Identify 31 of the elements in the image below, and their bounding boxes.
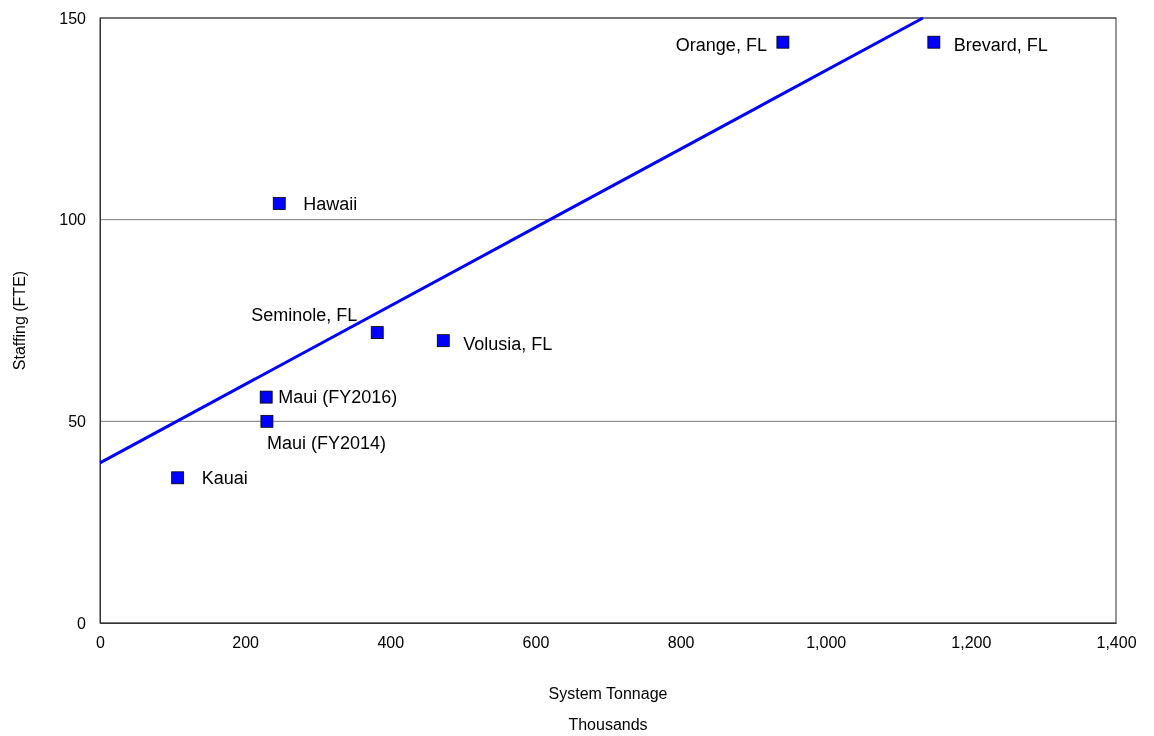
x-tick-label: 200: [232, 634, 260, 652]
y-tick-label: 0: [77, 614, 87, 632]
point: [259, 390, 273, 404]
point: [171, 471, 185, 485]
x-tick-label: 1,200: [951, 634, 992, 652]
annotation: Volusia, FL: [463, 333, 553, 354]
annotation: Maui (FY2016): [278, 387, 398, 408]
x-tick-label: 0: [96, 634, 106, 652]
point: [776, 35, 790, 49]
x-tick-label: 1,400: [1096, 634, 1137, 652]
x-axis-title: System Tonnage: [548, 685, 668, 702]
annotation: Kauai: [201, 467, 248, 488]
point: [260, 414, 274, 428]
x-tick-label: 1,000: [806, 634, 847, 652]
annotation: Maui (FY2014): [266, 433, 386, 454]
x-tick-label: 400: [377, 634, 405, 652]
y-tick-label: 150: [59, 9, 87, 27]
y-tick-label: 50: [68, 412, 87, 430]
point: [272, 197, 286, 210]
annotation: Hawaii: [303, 193, 358, 214]
point: [370, 326, 384, 339]
point: [436, 334, 450, 348]
annotation: Brevard, FL: [953, 35, 1048, 56]
x-tick-label: 800: [667, 634, 695, 652]
annotation: Orange, FL: [675, 35, 767, 56]
annotation: Seminole, FL: [251, 304, 358, 325]
point: [927, 35, 941, 49]
x-tick-label: 600: [522, 634, 550, 652]
y-tick-label: 100: [59, 211, 87, 229]
y-axis-title: Staffing (FTE): [11, 270, 28, 371]
text: Thousands: [568, 716, 648, 733]
